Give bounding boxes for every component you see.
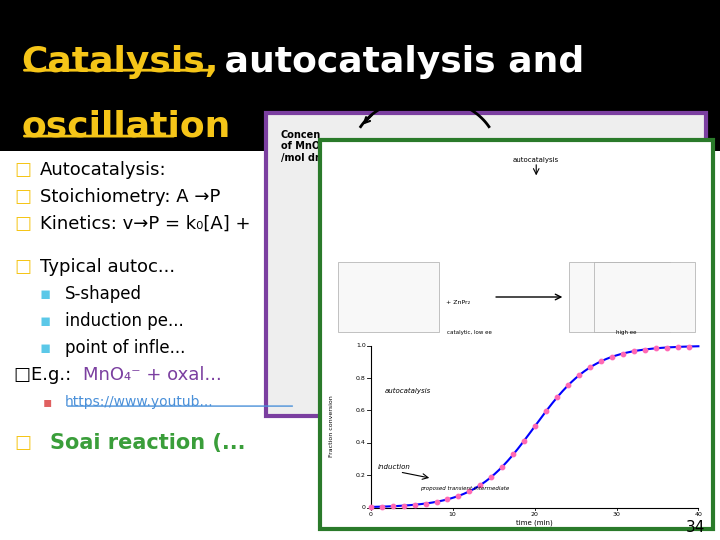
Text: 0.2: 0.2 (356, 472, 366, 478)
FancyBboxPatch shape (338, 262, 439, 332)
Point (584, 363, 595, 372)
Text: □: □ (14, 434, 32, 452)
Point (650, 344, 662, 353)
Text: Typical autoc...: Typical autoc... (40, 258, 175, 276)
FancyBboxPatch shape (569, 262, 670, 332)
Point (606, 353, 618, 361)
Text: 34: 34 (686, 519, 706, 535)
Text: Kinetics: v→P = k₀[A] +: Kinetics: v→P = k₀[A] + (40, 215, 250, 233)
Text: point of infle...: point of infle... (65, 339, 185, 357)
Point (420, 499, 431, 508)
Point (552, 393, 563, 402)
Text: induction: induction (378, 464, 411, 470)
Point (617, 349, 629, 358)
Point (431, 497, 442, 506)
Point (497, 462, 508, 471)
Text: 40: 40 (695, 512, 702, 517)
Text: https://www.youtub...: https://www.youtub... (65, 395, 213, 409)
Point (683, 342, 694, 351)
Point (474, 481, 486, 489)
Text: autocatalysis: autocatalysis (513, 157, 559, 163)
Point (464, 487, 475, 496)
Text: + ZnPr₂: + ZnPr₂ (446, 300, 471, 305)
Text: catalytic, low ee: catalytic, low ee (447, 330, 492, 335)
Text: 20: 20 (531, 512, 539, 517)
Text: □: □ (14, 188, 32, 206)
Text: 1.0: 1.0 (356, 343, 366, 348)
Text: ▪: ▪ (40, 339, 51, 357)
Point (540, 407, 552, 415)
Text: ▪: ▪ (43, 395, 53, 409)
Text: 0.4: 0.4 (356, 440, 366, 445)
Text: □: □ (14, 161, 32, 179)
Text: time (min): time (min) (516, 520, 553, 526)
Text: MnO₄⁻ + oxal...: MnO₄⁻ + oxal... (83, 366, 222, 384)
Point (639, 345, 650, 354)
Text: proposed transient intermediate: proposed transient intermediate (420, 485, 509, 491)
Point (628, 347, 639, 355)
Point (442, 495, 454, 504)
Text: ▪: ▪ (40, 312, 51, 330)
Text: Fraction conversion: Fraction conversion (329, 396, 333, 457)
Point (672, 342, 683, 351)
Text: Soai reaction (...: Soai reaction (... (50, 433, 246, 453)
Point (387, 502, 398, 510)
FancyBboxPatch shape (0, 0, 720, 151)
Text: 0: 0 (362, 505, 366, 510)
Text: autocatalysis: autocatalysis (385, 388, 431, 394)
Point (573, 371, 585, 380)
Point (453, 491, 464, 500)
Text: autocatalysis and: autocatalysis and (212, 45, 585, 79)
Text: Catalysis,: Catalysis, (22, 45, 219, 79)
Text: oscillation: oscillation (22, 110, 231, 144)
Point (485, 472, 497, 481)
Text: induction pe...: induction pe... (65, 312, 184, 330)
Text: S-shaped: S-shaped (65, 285, 142, 303)
Text: 0: 0 (369, 512, 373, 517)
Point (398, 501, 410, 510)
Point (661, 343, 672, 352)
Point (595, 357, 607, 366)
Text: 10: 10 (449, 512, 456, 517)
Text: □: □ (14, 258, 32, 276)
Point (518, 436, 530, 445)
Text: high ee: high ee (616, 330, 636, 335)
Point (529, 422, 541, 430)
FancyBboxPatch shape (266, 113, 706, 416)
Text: Autocatalysis:: Autocatalysis: (40, 161, 166, 179)
Text: ▪: ▪ (40, 285, 51, 303)
Point (365, 503, 377, 511)
Text: Concen
of MnO₄
/mol dm⁻³: Concen of MnO₄ /mol dm⁻³ (281, 130, 334, 163)
FancyBboxPatch shape (594, 262, 695, 332)
Point (562, 381, 574, 390)
Point (409, 501, 420, 509)
Text: 0.8: 0.8 (356, 375, 366, 381)
Point (508, 450, 519, 459)
Text: 0.6: 0.6 (356, 408, 366, 413)
Text: □: □ (14, 215, 32, 233)
Text: 30: 30 (613, 512, 621, 517)
FancyBboxPatch shape (0, 151, 720, 540)
Text: □E.g.:: □E.g.: (14, 366, 78, 384)
FancyBboxPatch shape (320, 140, 713, 529)
Point (376, 502, 387, 511)
Text: Stoichiometry: A →P: Stoichiometry: A →P (40, 188, 220, 206)
